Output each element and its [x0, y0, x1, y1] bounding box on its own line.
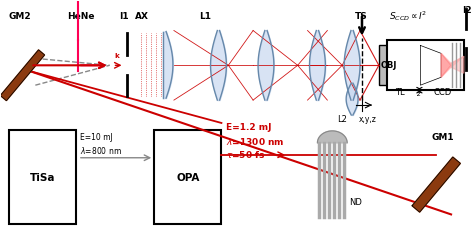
- Text: $\lambda$=1300 nm: $\lambda$=1300 nm: [227, 136, 285, 147]
- FancyBboxPatch shape: [379, 45, 420, 85]
- Polygon shape: [0, 50, 45, 101]
- Text: HeNe: HeNe: [67, 12, 94, 21]
- Polygon shape: [441, 53, 451, 77]
- Text: I2: I2: [462, 6, 472, 15]
- Text: L2: L2: [337, 115, 347, 124]
- FancyBboxPatch shape: [387, 41, 464, 90]
- Text: OPA: OPA: [176, 173, 200, 183]
- Polygon shape: [412, 157, 460, 212]
- Text: E=10 mJ: E=10 mJ: [80, 133, 113, 142]
- Text: $\lambda$=800 nm: $\lambda$=800 nm: [80, 145, 122, 156]
- Polygon shape: [420, 45, 441, 85]
- Text: I1: I1: [119, 12, 129, 21]
- Text: GM2: GM2: [9, 12, 31, 21]
- Text: CCD: CCD: [433, 88, 452, 97]
- Text: $S_{CCD} \propto I^2$: $S_{CCD} \propto I^2$: [389, 9, 427, 23]
- Polygon shape: [441, 53, 464, 77]
- Text: $z$: $z$: [416, 90, 421, 98]
- Text: TS: TS: [355, 12, 368, 21]
- FancyBboxPatch shape: [9, 130, 76, 224]
- Text: E=1.2 mJ: E=1.2 mJ: [227, 123, 272, 132]
- Polygon shape: [318, 131, 347, 143]
- Text: x,y,z: x,y,z: [359, 115, 377, 124]
- Text: OBJ: OBJ: [381, 61, 397, 70]
- Text: TiSa: TiSa: [29, 173, 55, 183]
- Text: L1: L1: [199, 12, 210, 21]
- Polygon shape: [451, 56, 464, 73]
- Text: TL: TL: [395, 88, 404, 97]
- Text: ND: ND: [349, 198, 362, 207]
- Text: AX: AX: [135, 12, 149, 21]
- Text: GM1: GM1: [431, 133, 454, 142]
- Text: $\tau$=50 fs: $\tau$=50 fs: [227, 149, 266, 160]
- Text: $\bf{k}$: $\bf{k}$: [114, 51, 121, 60]
- FancyBboxPatch shape: [154, 130, 221, 224]
